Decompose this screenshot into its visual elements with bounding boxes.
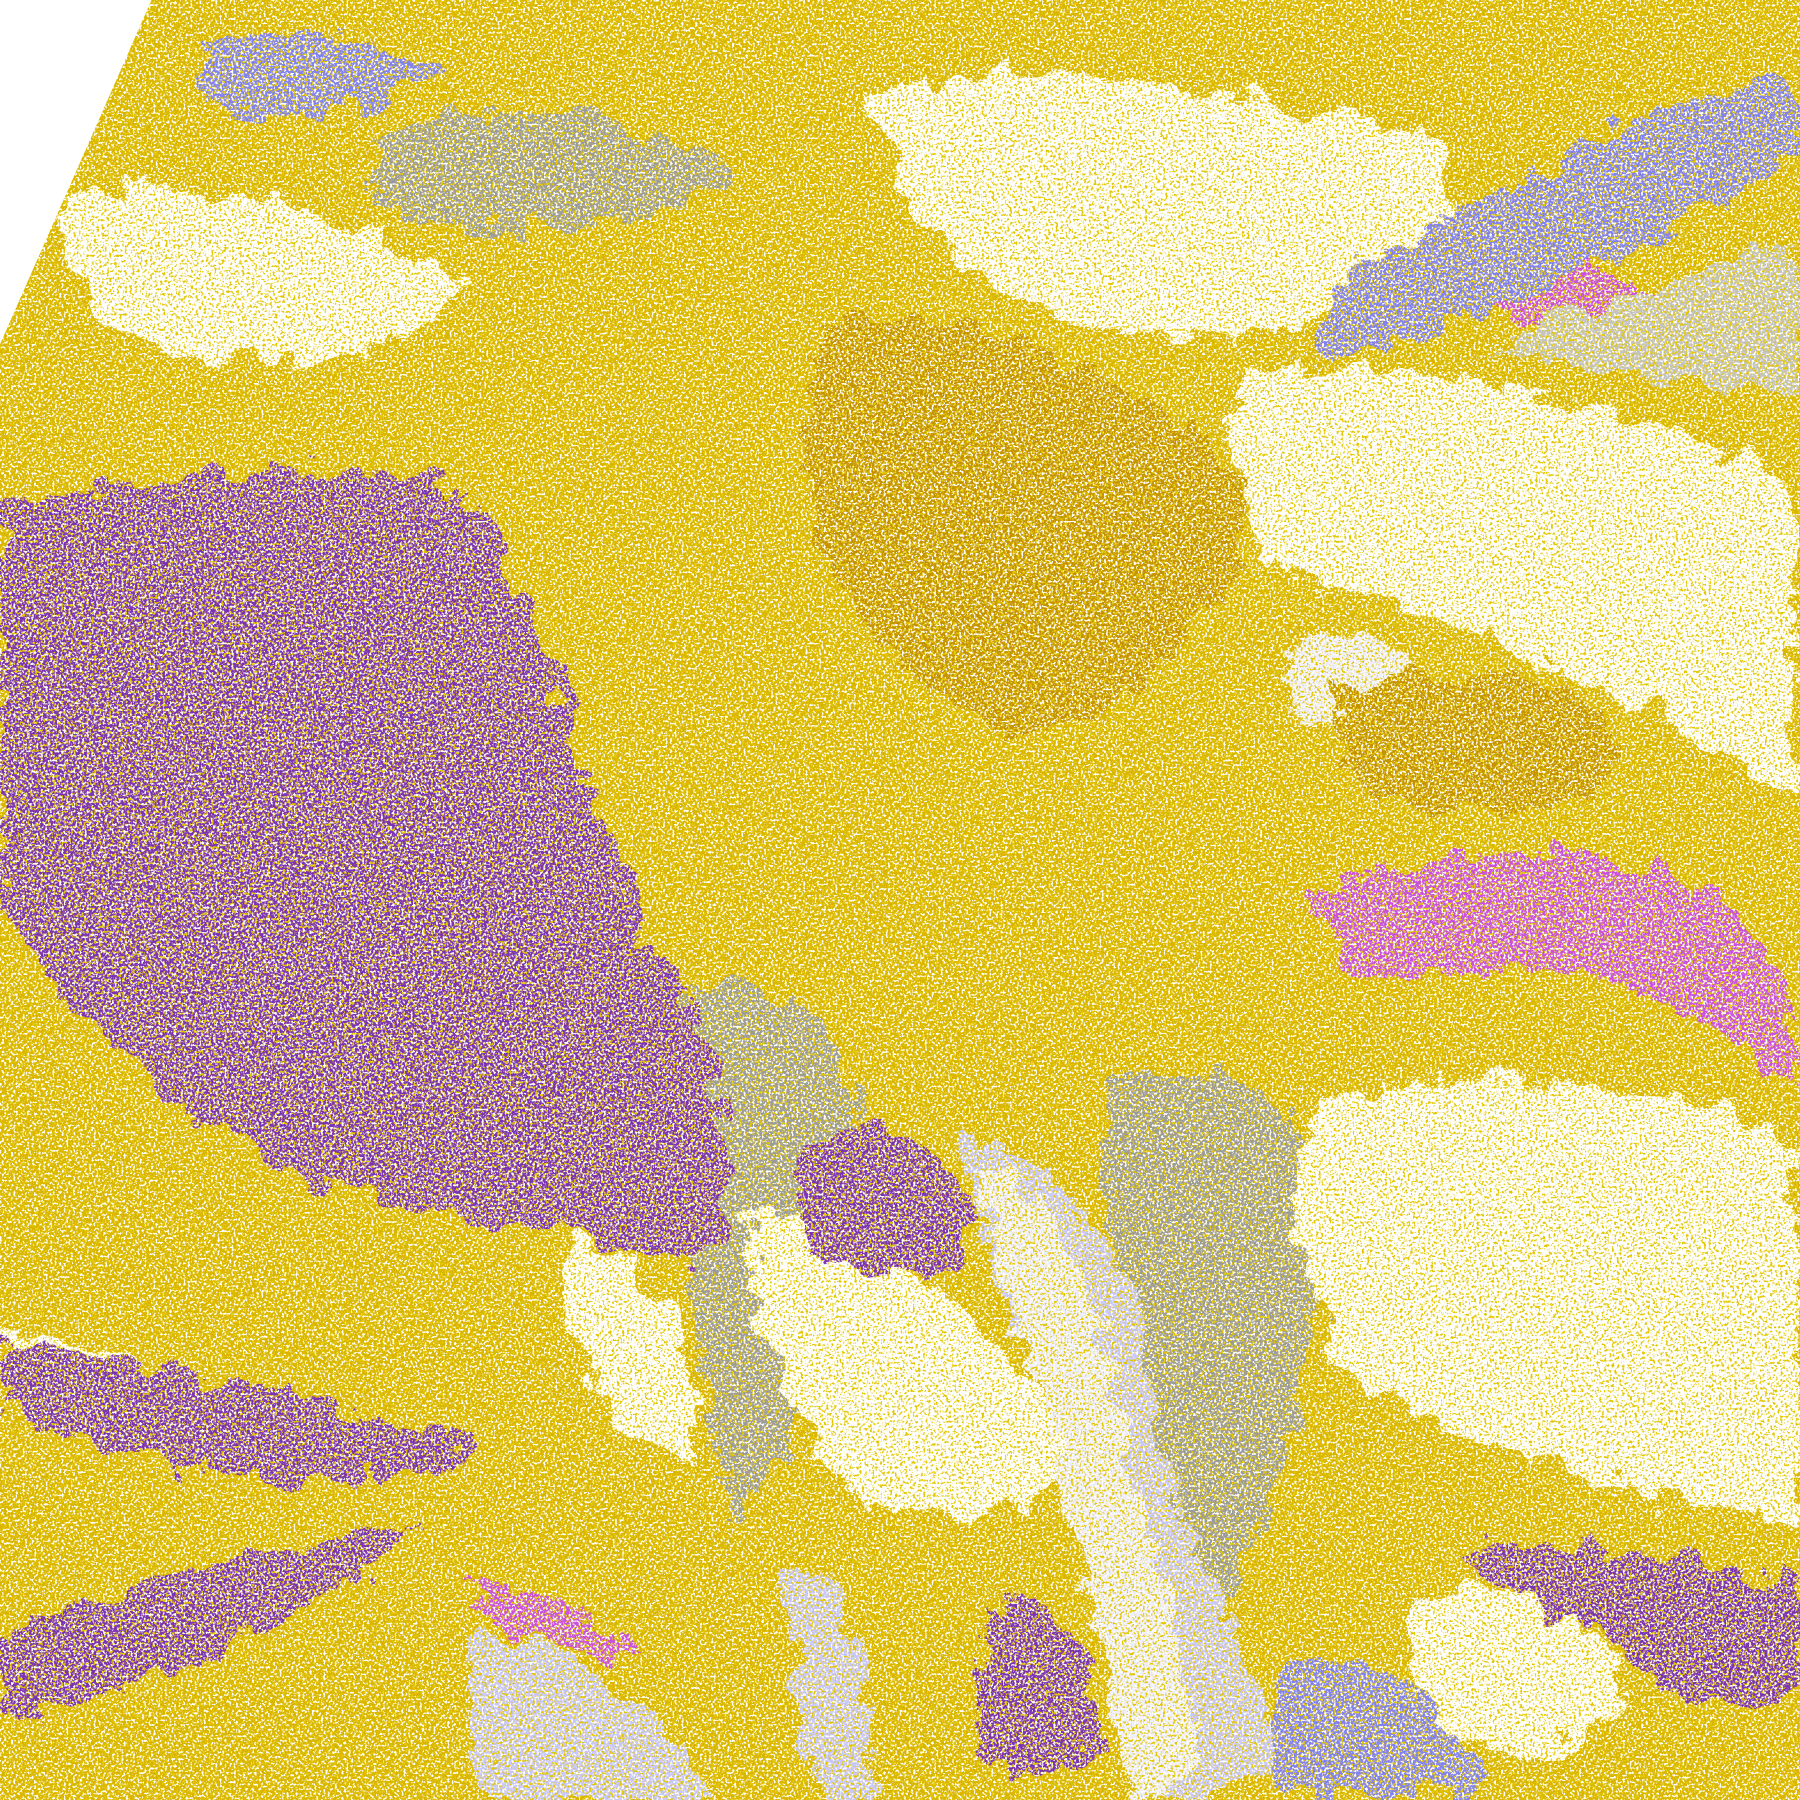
white-speckle-layer — [0, 0, 1800, 1800]
classification-map — [0, 0, 1800, 1800]
